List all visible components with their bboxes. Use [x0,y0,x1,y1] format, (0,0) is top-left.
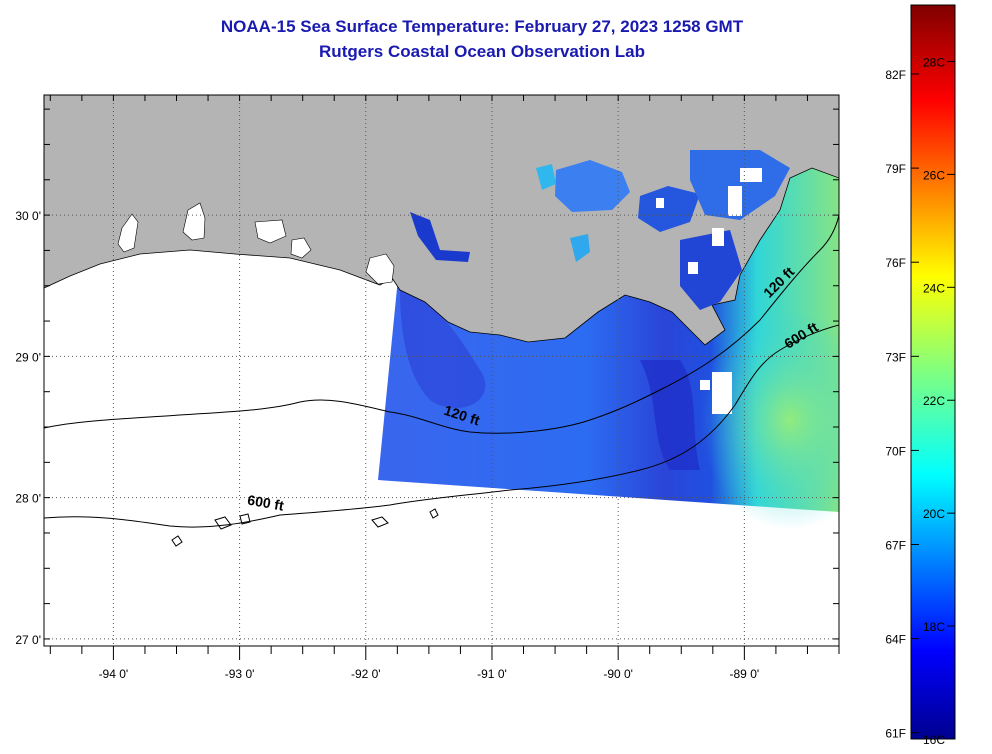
map-area [44,95,839,646]
map-subtitle: Rutgers Coastal Ocean Observation Lab [319,42,645,61]
celsius-label: 18C [923,620,945,634]
fahrenheit-label: 64F [885,633,906,647]
celsius-label: 20C [923,507,945,521]
map-title: NOAA-15 Sea Surface Temperature: Februar… [220,17,744,36]
frame-ticks [44,95,840,660]
fahrenheit-label: 73F [885,350,906,364]
celsius-label: 22C [923,394,945,408]
longitude-label: -89 0' [730,667,760,681]
longitude-label: -90 0' [603,667,633,681]
land-mass [44,95,839,346]
latitude-label: 30 0' [15,209,41,223]
fahrenheit-label: 70F [885,444,906,458]
longitude-label: -92 0' [351,667,381,681]
map-frame [43,94,840,647]
sst-cold-plume [640,360,700,470]
colorbar-fahrenheit-labels: 82F 79F 76F 73F 70F 67F 64F 61F [885,68,906,741]
fahrenheit-label: 79F [885,162,906,176]
fahrenheit-label: 67F [885,539,906,553]
latitude-label: 29 0' [15,350,41,364]
latitude-labels: 30 0' 29 0' 28 0' 27 0' [15,209,41,647]
celsius-label: 26C [923,168,945,182]
map-grid [44,95,839,646]
colorbar-celsius-labels: 28C 26C 24C 22C 20C 18C 16C [923,55,945,747]
no-data-patches [656,168,762,414]
contour-120ft [44,214,839,434]
fahrenheit-label: 61F [885,727,906,741]
celsius-label: 28C [923,55,945,69]
longitude-label: -91 0' [477,667,507,681]
celsius-label: 16C [923,733,945,747]
contour-islands [171,508,439,547]
latitude-label: 27 0' [15,633,41,647]
sst-cold-band [400,290,486,409]
longitude-label: -93 0' [225,667,255,681]
celsius-label: 24C [923,281,945,295]
longitude-labels: -94 0' -93 0' -92 0' -91 0' -90 0' -89 0' [99,667,760,681]
fahrenheit-label: 76F [885,256,906,270]
colorbar: 82F 79F 76F 73F 70F 67F 64F 61F 28C 26C 24C 22C 20C… [885,4,956,747]
colorbar-scale [910,4,956,740]
longitude-label: -94 0' [99,667,129,681]
latitude-label: 28 0' [15,492,41,506]
depth-contours [44,214,839,547]
sst-warm-area [700,310,839,530]
contour-label: 600 ft [246,492,285,514]
contour-600ft [44,324,839,528]
coastal-bay-sst [410,150,790,310]
fahrenheit-label: 82F [885,68,906,82]
land-lakes [117,202,395,285]
